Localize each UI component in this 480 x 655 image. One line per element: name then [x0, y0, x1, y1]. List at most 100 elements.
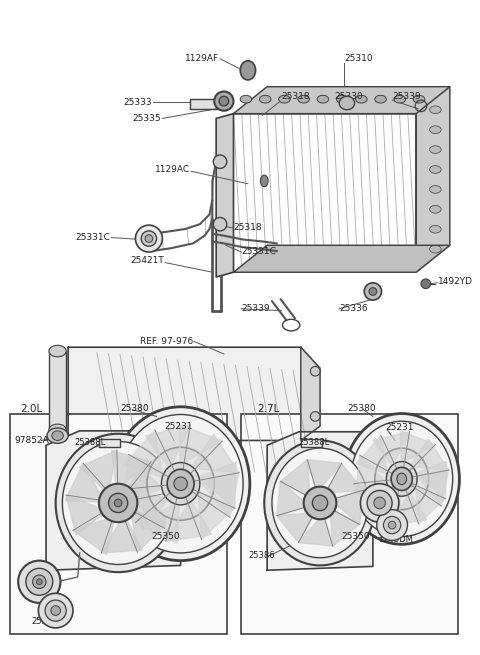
Ellipse shape: [147, 447, 214, 520]
Polygon shape: [121, 483, 180, 531]
Text: 25330: 25330: [335, 92, 363, 101]
Polygon shape: [111, 451, 151, 503]
Ellipse shape: [36, 579, 42, 585]
Text: 25333: 25333: [123, 98, 152, 107]
Ellipse shape: [397, 473, 407, 485]
Ellipse shape: [108, 493, 128, 513]
Ellipse shape: [56, 434, 180, 572]
Ellipse shape: [311, 411, 320, 421]
Polygon shape: [101, 503, 142, 553]
Ellipse shape: [360, 483, 399, 522]
Ellipse shape: [45, 600, 66, 621]
Text: 25318: 25318: [282, 92, 310, 101]
Ellipse shape: [364, 283, 382, 300]
Ellipse shape: [49, 424, 66, 436]
Text: 25231: 25231: [385, 424, 414, 432]
Ellipse shape: [304, 487, 336, 519]
Polygon shape: [373, 432, 409, 479]
Ellipse shape: [367, 491, 392, 515]
Polygon shape: [123, 455, 180, 500]
Text: 25336: 25336: [339, 305, 368, 313]
Ellipse shape: [369, 288, 377, 295]
Ellipse shape: [430, 146, 441, 153]
Ellipse shape: [356, 96, 367, 103]
Ellipse shape: [339, 96, 355, 110]
Ellipse shape: [240, 61, 256, 80]
Polygon shape: [118, 503, 167, 552]
Polygon shape: [179, 424, 222, 483]
Polygon shape: [180, 483, 235, 540]
Polygon shape: [190, 99, 219, 109]
Polygon shape: [180, 472, 239, 517]
Polygon shape: [79, 450, 118, 503]
Polygon shape: [280, 460, 320, 503]
Polygon shape: [402, 461, 446, 498]
Polygon shape: [118, 458, 170, 503]
Polygon shape: [180, 462, 236, 508]
Ellipse shape: [111, 407, 250, 561]
Ellipse shape: [261, 175, 268, 187]
Ellipse shape: [430, 126, 441, 134]
Polygon shape: [118, 487, 168, 529]
Polygon shape: [68, 347, 320, 440]
Ellipse shape: [62, 441, 174, 565]
Text: 1129AC: 1129AC: [155, 165, 190, 174]
Polygon shape: [124, 430, 180, 483]
Polygon shape: [233, 86, 450, 113]
Ellipse shape: [38, 593, 73, 628]
Text: 1492YD: 1492YD: [438, 277, 473, 286]
Ellipse shape: [219, 96, 228, 106]
Ellipse shape: [260, 96, 271, 103]
Ellipse shape: [375, 96, 386, 103]
Text: 25350: 25350: [152, 532, 180, 541]
Ellipse shape: [298, 96, 310, 103]
Ellipse shape: [388, 521, 396, 529]
Ellipse shape: [384, 516, 401, 534]
Text: 25335: 25335: [133, 114, 161, 123]
Ellipse shape: [317, 96, 329, 103]
Text: 25310: 25310: [344, 54, 372, 64]
Ellipse shape: [377, 510, 408, 540]
Ellipse shape: [99, 483, 137, 522]
Polygon shape: [354, 479, 402, 517]
Polygon shape: [299, 503, 334, 546]
Polygon shape: [301, 347, 320, 440]
Ellipse shape: [118, 415, 243, 553]
Polygon shape: [416, 86, 450, 272]
Ellipse shape: [413, 96, 425, 103]
Ellipse shape: [430, 166, 441, 174]
Polygon shape: [365, 479, 402, 527]
Text: 25331C: 25331C: [75, 233, 110, 242]
Polygon shape: [166, 483, 212, 542]
Polygon shape: [145, 425, 191, 483]
Text: 25386: 25386: [18, 572, 45, 582]
Ellipse shape: [141, 231, 156, 246]
Polygon shape: [402, 470, 449, 506]
Polygon shape: [233, 86, 450, 113]
Ellipse shape: [272, 448, 368, 558]
Text: 25231: 25231: [164, 422, 193, 430]
Polygon shape: [356, 436, 402, 479]
Polygon shape: [65, 463, 118, 503]
Text: 25350: 25350: [341, 532, 370, 541]
Text: 25339: 25339: [392, 92, 421, 101]
Polygon shape: [320, 503, 360, 546]
Polygon shape: [320, 463, 363, 503]
Ellipse shape: [213, 155, 227, 168]
Text: 1243DM: 1243DM: [378, 535, 413, 544]
Ellipse shape: [161, 462, 200, 505]
Bar: [49, 351, 66, 430]
Ellipse shape: [214, 92, 233, 111]
Text: 2.0L: 2.0L: [20, 403, 42, 414]
Ellipse shape: [26, 569, 53, 595]
Text: REF. 97-976: REF. 97-976: [140, 337, 193, 346]
Polygon shape: [267, 432, 373, 571]
Ellipse shape: [344, 413, 459, 544]
Polygon shape: [402, 479, 446, 524]
Ellipse shape: [386, 462, 417, 496]
Text: 25421T: 25421T: [131, 256, 164, 265]
Text: 97852A: 97852A: [14, 436, 49, 445]
Ellipse shape: [135, 225, 162, 252]
Ellipse shape: [311, 366, 320, 376]
Polygon shape: [320, 489, 363, 525]
